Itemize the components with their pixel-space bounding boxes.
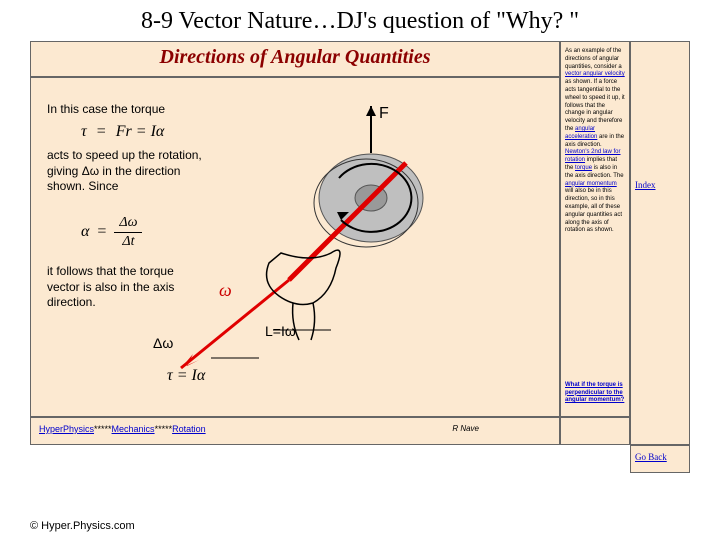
label-l: L=Iω [265,323,296,339]
panel-breadcrumb: HyperPhysics*****Mechanics*****Rotation … [30,417,560,445]
link-torque[interactable]: torque [575,165,592,171]
link-angular-momentum[interactable]: angular momentum [565,181,617,187]
panel-main: In this case the torque τ = Fr = Iα acts… [30,77,560,417]
link-vector-angular-velocity[interactable]: vector angular velocity [565,71,625,77]
text-line1: In this case the torque [47,102,217,118]
eq2-alpha: α [81,222,89,243]
eq2: α = Δω Δt [81,214,142,251]
label-omega: ω [219,280,232,300]
label-tau: τ = Iα [167,367,206,384]
sep1: ***** [94,424,112,434]
rt-p2: as shown. If a force acts tangential to … [565,79,625,132]
eq1-tau: τ [81,123,87,140]
link-what-if[interactable]: What if the torque is perpendicular to t… [565,382,629,404]
text-line2: acts to speed up the rotation, giving Δω… [47,148,207,195]
slide-title: 8-9 Vector Nature…DJ's question of "Why?… [30,8,690,35]
breadcrumb-mechanics[interactable]: Mechanics [112,424,155,434]
sep2: ***** [155,424,173,434]
rt-p1: As an example of the directions of angul… [565,48,622,70]
slide: 8-9 Vector Nature…DJ's question of "Why?… [0,0,720,540]
eq2-num: Δω [119,214,137,232]
label-f: F [379,105,389,122]
figure: Directions of Angular Quantities In this… [30,41,690,479]
panel-side: Index [630,41,690,445]
copyright: © Hyper.Physics.com [30,520,135,532]
panel-header: Directions of Angular Quantities [30,41,560,77]
diagram: F ω Δω L=Iω τ = Iα [241,108,551,408]
label-domega: Δω [153,335,173,351]
eq1-rhs: Fr = Iα [116,123,165,140]
eq1: τ = Fr = Iα [81,122,164,143]
link-go-back[interactable]: Go Back [635,452,667,462]
panel-bottom-right [560,417,630,445]
breadcrumb-rotation[interactable]: Rotation [172,424,206,434]
text-line3: it follows that the torque vector is als… [47,264,197,311]
breadcrumb-hyperphysics[interactable]: HyperPhysics [39,424,94,434]
link-index[interactable]: Index [635,180,656,190]
author: R Nave [452,424,479,433]
eq2-den: Δt [122,233,134,251]
rt-p6: will also be in this direction, so in th… [565,188,622,233]
panel-goback: Go Back [630,445,690,473]
eq1-eq: = [91,123,112,140]
panel-right-text: As an example of the directions of angul… [560,41,630,417]
eq2-eq: = [89,222,114,243]
